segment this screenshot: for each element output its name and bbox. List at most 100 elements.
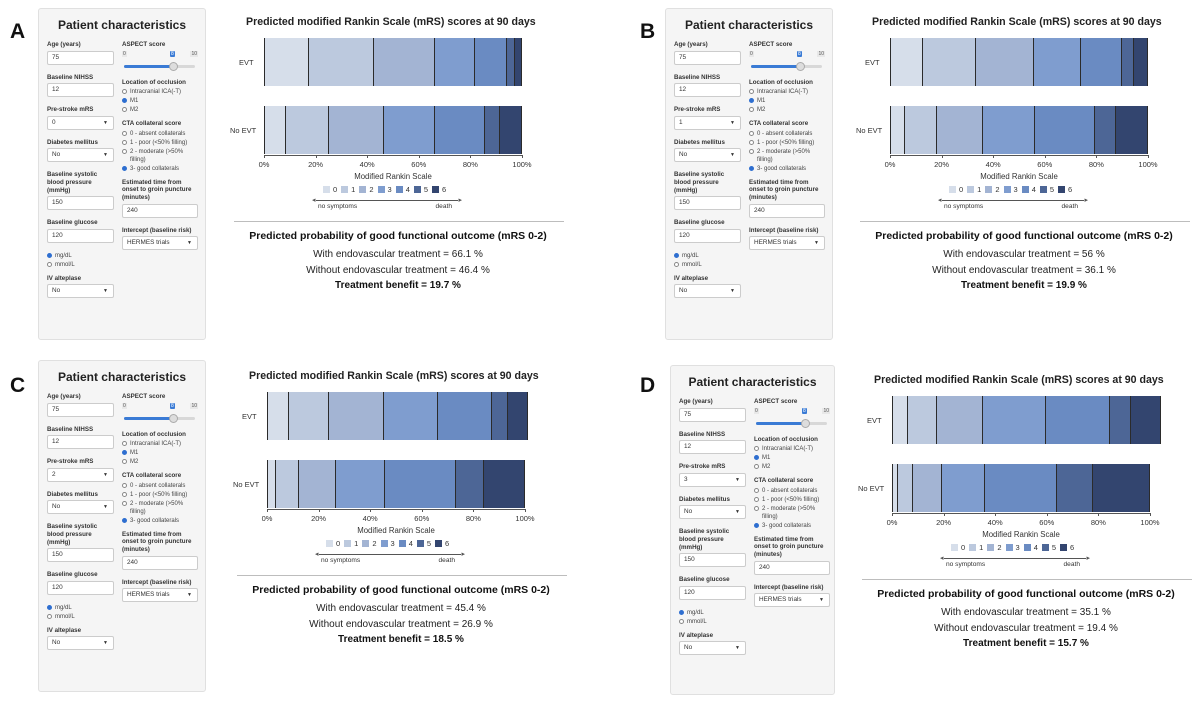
systolic-bp-input[interactable]: 150 bbox=[679, 553, 746, 568]
row-label: EVT bbox=[867, 416, 882, 425]
baseline-nihss-input[interactable]: 12 bbox=[47, 83, 114, 98]
occlusion-radio[interactable]: M2 bbox=[122, 458, 198, 466]
glucose-unit-radio[interactable]: mg/dL bbox=[47, 604, 114, 612]
diabetes-mellitus-label: Diabetes mellitus bbox=[674, 138, 725, 146]
glucose-unit-radio[interactable]: mg/dL bbox=[674, 252, 741, 260]
collateral-radio[interactable]: 3- good collaterals bbox=[122, 165, 198, 173]
systolic-bp-input[interactable]: 150 bbox=[47, 196, 114, 211]
onset-to-groin-time-input[interactable]: 240 bbox=[122, 555, 198, 570]
arrow-right-label: death bbox=[1063, 561, 1080, 568]
chevron-down-icon: ▼ bbox=[187, 240, 192, 247]
occlusion-radio[interactable]: M1 bbox=[749, 97, 825, 105]
intercept-select[interactable]: HERMES trials ▼ bbox=[122, 588, 198, 603]
collateral-radio[interactable]: 2 - moderate (>50% filling) bbox=[754, 505, 830, 521]
collateral-radio[interactable]: 3- good collaterals bbox=[749, 165, 825, 173]
iv-alteplase-select[interactable]: No ▼ bbox=[674, 284, 741, 299]
glucose-unit-radio[interactable]: mmol/L bbox=[47, 613, 114, 621]
collateral-radio[interactable]: 1 - poor (<50% filling) bbox=[749, 139, 825, 147]
glucose-unit-radio[interactable]: mmol/L bbox=[679, 618, 746, 626]
glucose-unit-radio[interactable]: mmol/L bbox=[674, 261, 741, 269]
collateral-radio[interactable]: 3- good collaterals bbox=[754, 522, 830, 530]
occlusion-radio[interactable]: Intracranial ICA(-T) bbox=[122, 88, 198, 96]
onset-to-groin-time-input[interactable]: 240 bbox=[749, 203, 825, 218]
occlusion-radio[interactable]: M2 bbox=[122, 106, 198, 114]
collateral-radio[interactable]: 3- good collaterals bbox=[122, 517, 198, 525]
occlusion-radio[interactable]: M2 bbox=[749, 106, 825, 114]
diabetes-mellitus-select[interactable]: No ▼ bbox=[47, 500, 114, 515]
slider-handle[interactable] bbox=[169, 413, 178, 423]
onset-to-groin-time-input[interactable]: 240 bbox=[754, 560, 830, 575]
baseline-nihss-input[interactable]: 12 bbox=[674, 83, 741, 98]
slider-handle[interactable] bbox=[801, 418, 810, 428]
collateral-radio[interactable]: 0 - absent collaterals bbox=[122, 130, 198, 138]
legend-label: 0 bbox=[959, 185, 964, 194]
severity-arrow: ◂ ▸ no symptoms death bbox=[315, 550, 465, 564]
collateral-radio[interactable]: 0 - absent collaterals bbox=[749, 130, 825, 138]
occlusion-radio[interactable]: M2 bbox=[754, 463, 830, 471]
iv-alteplase-select[interactable]: No ▼ bbox=[47, 636, 114, 651]
without-evt-probability: Without endovascular treatment = 26.9 % bbox=[309, 619, 493, 630]
baseline-glucose-input[interactable]: 120 bbox=[47, 228, 114, 243]
arrow-left-label: no symptoms bbox=[318, 203, 358, 210]
x-tick-label: 60% bbox=[1039, 518, 1055, 527]
prestroke-mrs-select[interactable]: 1 ▼ bbox=[674, 115, 741, 130]
iv-alteplase-select[interactable]: No ▼ bbox=[679, 641, 746, 656]
aspect-score-slider[interactable]: 0 10 8 bbox=[754, 407, 830, 430]
systolic-bp-input[interactable]: 150 bbox=[47, 548, 114, 563]
radio-label: 1 - poor (<50% filling) bbox=[757, 139, 815, 146]
row-label: No EVT bbox=[233, 480, 260, 489]
radio-label: mg/dL bbox=[55, 604, 72, 611]
occlusion-radio[interactable]: M1 bbox=[122, 449, 198, 457]
collateral-radio[interactable]: 1 - poor (<50% filling) bbox=[754, 496, 830, 504]
collateral-radio[interactable]: 1 - poor (<50% filling) bbox=[122, 491, 198, 499]
x-tick bbox=[890, 155, 891, 158]
iv-alteplase-select[interactable]: No ▼ bbox=[47, 284, 114, 299]
baseline-glucose-input[interactable]: 120 bbox=[47, 580, 114, 595]
prestroke-mrs-select[interactable]: 3 ▼ bbox=[679, 472, 746, 487]
aspect-score-slider[interactable]: 0 10 8 bbox=[122, 402, 198, 425]
prestroke-mrs-select[interactable]: 2 ▼ bbox=[47, 467, 114, 482]
onset-to-groin-time-input[interactable]: 240 bbox=[122, 203, 198, 218]
bar-segment-mrs-1 bbox=[289, 392, 329, 440]
diabetes-mellitus-select[interactable]: No ▼ bbox=[679, 505, 746, 520]
glucose-unit-radio[interactable]: mg/dL bbox=[679, 609, 746, 617]
occlusion-radio[interactable]: Intracranial ICA(-T) bbox=[754, 445, 830, 453]
age-input[interactable]: 75 bbox=[674, 50, 741, 65]
severity-arrow: ◂ ▸ no symptoms death bbox=[312, 196, 462, 210]
legend-label: 2 bbox=[995, 185, 1000, 194]
intercept-select[interactable]: HERMES trials ▼ bbox=[122, 236, 198, 251]
collateral-radio[interactable]: 0 - absent collaterals bbox=[122, 482, 198, 490]
occlusion-radio[interactable]: Intracranial ICA(-T) bbox=[122, 440, 198, 448]
collateral-label: CTA collateral score bbox=[122, 472, 182, 480]
legend-swatch bbox=[985, 186, 993, 193]
glucose-unit-radio[interactable]: mmol/L bbox=[47, 261, 114, 269]
baseline-glucose-input[interactable]: 120 bbox=[674, 228, 741, 243]
collateral-radio[interactable]: 2 - moderate (>50% filling) bbox=[749, 148, 825, 164]
x-tick-label: 60% bbox=[411, 160, 427, 169]
aspect-score-slider[interactable]: 0 10 8 bbox=[122, 50, 198, 73]
radio-dot-icon bbox=[122, 98, 127, 104]
slider-handle[interactable] bbox=[169, 61, 178, 71]
collateral-radio[interactable]: 2 - moderate (>50% filling) bbox=[122, 148, 198, 164]
occlusion-radio[interactable]: Intracranial ICA(-T) bbox=[749, 88, 825, 96]
intercept-select[interactable]: HERMES trials ▼ bbox=[749, 236, 825, 251]
collateral-radio[interactable]: 1 - poor (<50% filling) bbox=[122, 139, 198, 147]
collateral-radio[interactable]: 2 - moderate (>50% filling) bbox=[122, 500, 198, 516]
occlusion-radio[interactable]: M1 bbox=[122, 97, 198, 105]
age-input[interactable]: 75 bbox=[47, 50, 114, 65]
baseline-nihss-input[interactable]: 12 bbox=[47, 435, 114, 450]
slider-handle[interactable] bbox=[796, 61, 805, 71]
baseline-nihss-input[interactable]: 12 bbox=[679, 440, 746, 455]
diabetes-mellitus-select[interactable]: No ▼ bbox=[47, 148, 114, 163]
glucose-unit-radio[interactable]: mg/dL bbox=[47, 252, 114, 260]
age-input[interactable]: 75 bbox=[47, 402, 114, 417]
aspect-score-slider[interactable]: 0 10 8 bbox=[749, 50, 825, 73]
age-input[interactable]: 75 bbox=[679, 407, 746, 422]
intercept-select[interactable]: HERMES trials ▼ bbox=[754, 593, 830, 608]
collateral-radio[interactable]: 0 - absent collaterals bbox=[754, 487, 830, 495]
diabetes-mellitus-select[interactable]: No ▼ bbox=[674, 148, 741, 163]
occlusion-radio[interactable]: M1 bbox=[754, 454, 830, 462]
baseline-glucose-input[interactable]: 120 bbox=[679, 585, 746, 600]
systolic-bp-input[interactable]: 150 bbox=[674, 196, 741, 211]
prestroke-mrs-select[interactable]: 0 ▼ bbox=[47, 115, 114, 130]
